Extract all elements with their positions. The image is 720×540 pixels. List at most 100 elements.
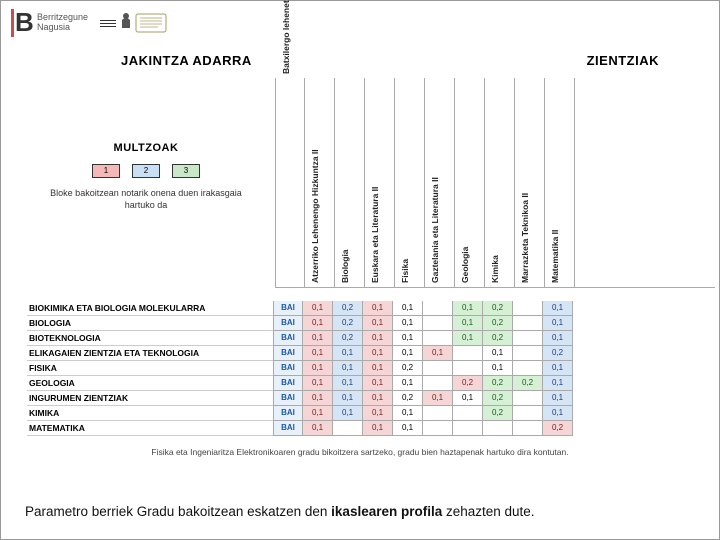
bai-cell: BAI: [273, 301, 303, 316]
data-cell: 0,1: [453, 316, 483, 331]
data-cell: 0,1: [333, 361, 363, 376]
data-cell: [333, 421, 363, 436]
data-cell: [513, 391, 543, 406]
row-label: ELIKAGAIEN ZIENTZIA ETA TEKNOLOGIA: [27, 346, 273, 361]
data-cell: 0,1: [543, 391, 573, 406]
data-cell: [453, 346, 483, 361]
data-cell: [513, 316, 543, 331]
row-label: MATEMATIKA: [27, 421, 273, 436]
col-header: Kimika: [490, 255, 500, 283]
title-row: JAKINTZA ADARRA ZIENTZIAK: [1, 45, 719, 72]
data-cell: [513, 406, 543, 421]
data-cell: 0,1: [363, 376, 393, 391]
data-cell: 0,1: [393, 421, 423, 436]
bai-cell: BAI: [273, 331, 303, 346]
data-cell: 0,1: [333, 406, 363, 421]
col-header: Matematika II: [550, 230, 560, 283]
row-label: BIOKIMIKA ETA BIOLOGIA MOLEKULARRA: [27, 301, 273, 316]
data-cell: 0,1: [393, 331, 423, 346]
data-cell: 0,1: [393, 346, 423, 361]
bai-cell: BAI: [273, 361, 303, 376]
col-header: Batxilergo lehenetsia: ZIENTZIAK: [281, 0, 291, 74]
table-row: FISIKABAI0,10,10,10,20,10,1: [27, 361, 573, 376]
data-cell: 0,2: [333, 301, 363, 316]
col-header: Fisika: [400, 259, 410, 283]
data-cell: 0,1: [303, 361, 333, 376]
data-cell: 0,2: [483, 331, 513, 346]
data-cell: 0,1: [543, 316, 573, 331]
data-cell: 0,2: [513, 376, 543, 391]
data-cell: 0,1: [303, 391, 333, 406]
caption-bold: ikaslearen profila: [331, 504, 442, 519]
data-cell: 0,1: [363, 316, 393, 331]
data-cell: [513, 331, 543, 346]
data-cell: 0,1: [453, 391, 483, 406]
table-row: ELIKAGAIEN ZIENTZIA ETA TEKNOLOGIABAI0,1…: [27, 346, 573, 361]
table-row: INGURUMEN ZIENTZIAKBAI0,10,10,10,20,10,1…: [27, 391, 573, 406]
col-header: Biologia: [340, 249, 350, 283]
university-logo-icon: [100, 8, 170, 38]
data-cell: 0,2: [453, 376, 483, 391]
data-cell: 0,2: [543, 421, 573, 436]
multzoak-box-2: 2: [132, 164, 160, 178]
data-cell: 0,2: [393, 361, 423, 376]
row-label: INGURUMEN ZIENTZIAK: [27, 391, 273, 406]
bai-cell: BAI: [273, 406, 303, 421]
logo-berritzegune: Berritzegune Nagusia: [11, 9, 88, 37]
table-zone: Batxilergo lehenetsia: ZIENTZIAK Atzerri…: [275, 72, 715, 288]
table-row: BIOKIMIKA ETA BIOLOGIA MOLEKULARRABAI0,1…: [27, 301, 573, 316]
data-cell: [453, 361, 483, 376]
row-label: GEOLOGIA: [27, 376, 273, 391]
data-cell: 0,1: [303, 406, 333, 421]
title-right: ZIENTZIAK: [587, 53, 659, 68]
data-cell: 0,2: [543, 346, 573, 361]
data-cell: 0,1: [303, 316, 333, 331]
data-cell: 0,1: [363, 331, 393, 346]
content: MULTZOAK 1 2 3 Bloke bakoitzean notarik …: [1, 72, 719, 288]
col-header: Atzerriko Lehenengo Hizkuntza II: [310, 149, 320, 283]
footnote: Fisika eta Ingeniaritza Elektronikoaren …: [1, 443, 719, 461]
multzoak-boxes: 1 2 3: [25, 164, 267, 178]
data-cell: [423, 361, 453, 376]
data-cell: 0,1: [333, 346, 363, 361]
data-cell: 0,1: [303, 301, 333, 316]
multzoak-note: Bloke bakoitzean notarik onena duen irak…: [25, 188, 267, 211]
header: Berritzegune Nagusia: [1, 1, 719, 45]
data-cell: 0,1: [303, 421, 333, 436]
data-cell: 0,1: [483, 361, 513, 376]
data-cell: 0,1: [303, 346, 333, 361]
logo-line2: Nagusia: [37, 23, 88, 33]
row-label: KIMIKA: [27, 406, 273, 421]
bai-cell: BAI: [273, 421, 303, 436]
bai-cell: BAI: [273, 346, 303, 361]
data-cell: 0,2: [483, 391, 513, 406]
table-row: KIMIKABAI0,10,10,10,10,20,1: [27, 406, 573, 421]
data-cell: 0,1: [393, 406, 423, 421]
data-cell: 0,2: [483, 316, 513, 331]
data-cell: [513, 301, 543, 316]
caption-post: zehazten dute.: [442, 504, 534, 519]
data-cell: [423, 301, 453, 316]
column-headers: Batxilergo lehenetsia: ZIENTZIAK Atzerri…: [275, 78, 715, 288]
data-cell: [513, 361, 543, 376]
col-header: Euskara eta Literatura II: [370, 187, 380, 283]
data-cell: [423, 376, 453, 391]
data-cell: 0,1: [333, 376, 363, 391]
data-cell: 0,2: [483, 376, 513, 391]
row-label: BIOLOGIA: [27, 316, 273, 331]
data-cell: 0,1: [303, 331, 333, 346]
bai-cell: BAI: [273, 376, 303, 391]
left-panel: MULTZOAK 1 2 3 Bloke bakoitzean notarik …: [5, 72, 275, 288]
data-cell: 0,2: [333, 316, 363, 331]
caption-pre: Parametro berriek Gradu bakoitzean eskat…: [25, 504, 331, 519]
logo-b-icon: [11, 9, 35, 37]
row-label: FISIKA: [27, 361, 273, 376]
multzoak-box-1: 1: [92, 164, 120, 178]
data-cell: 0,1: [393, 301, 423, 316]
data-cell: [453, 421, 483, 436]
data-cell: 0,1: [543, 376, 573, 391]
col-header: Marrazketa Teknikoa II: [520, 193, 530, 283]
data-cell: 0,1: [363, 421, 393, 436]
data-cell: [483, 421, 513, 436]
data-cell: 0,1: [543, 406, 573, 421]
